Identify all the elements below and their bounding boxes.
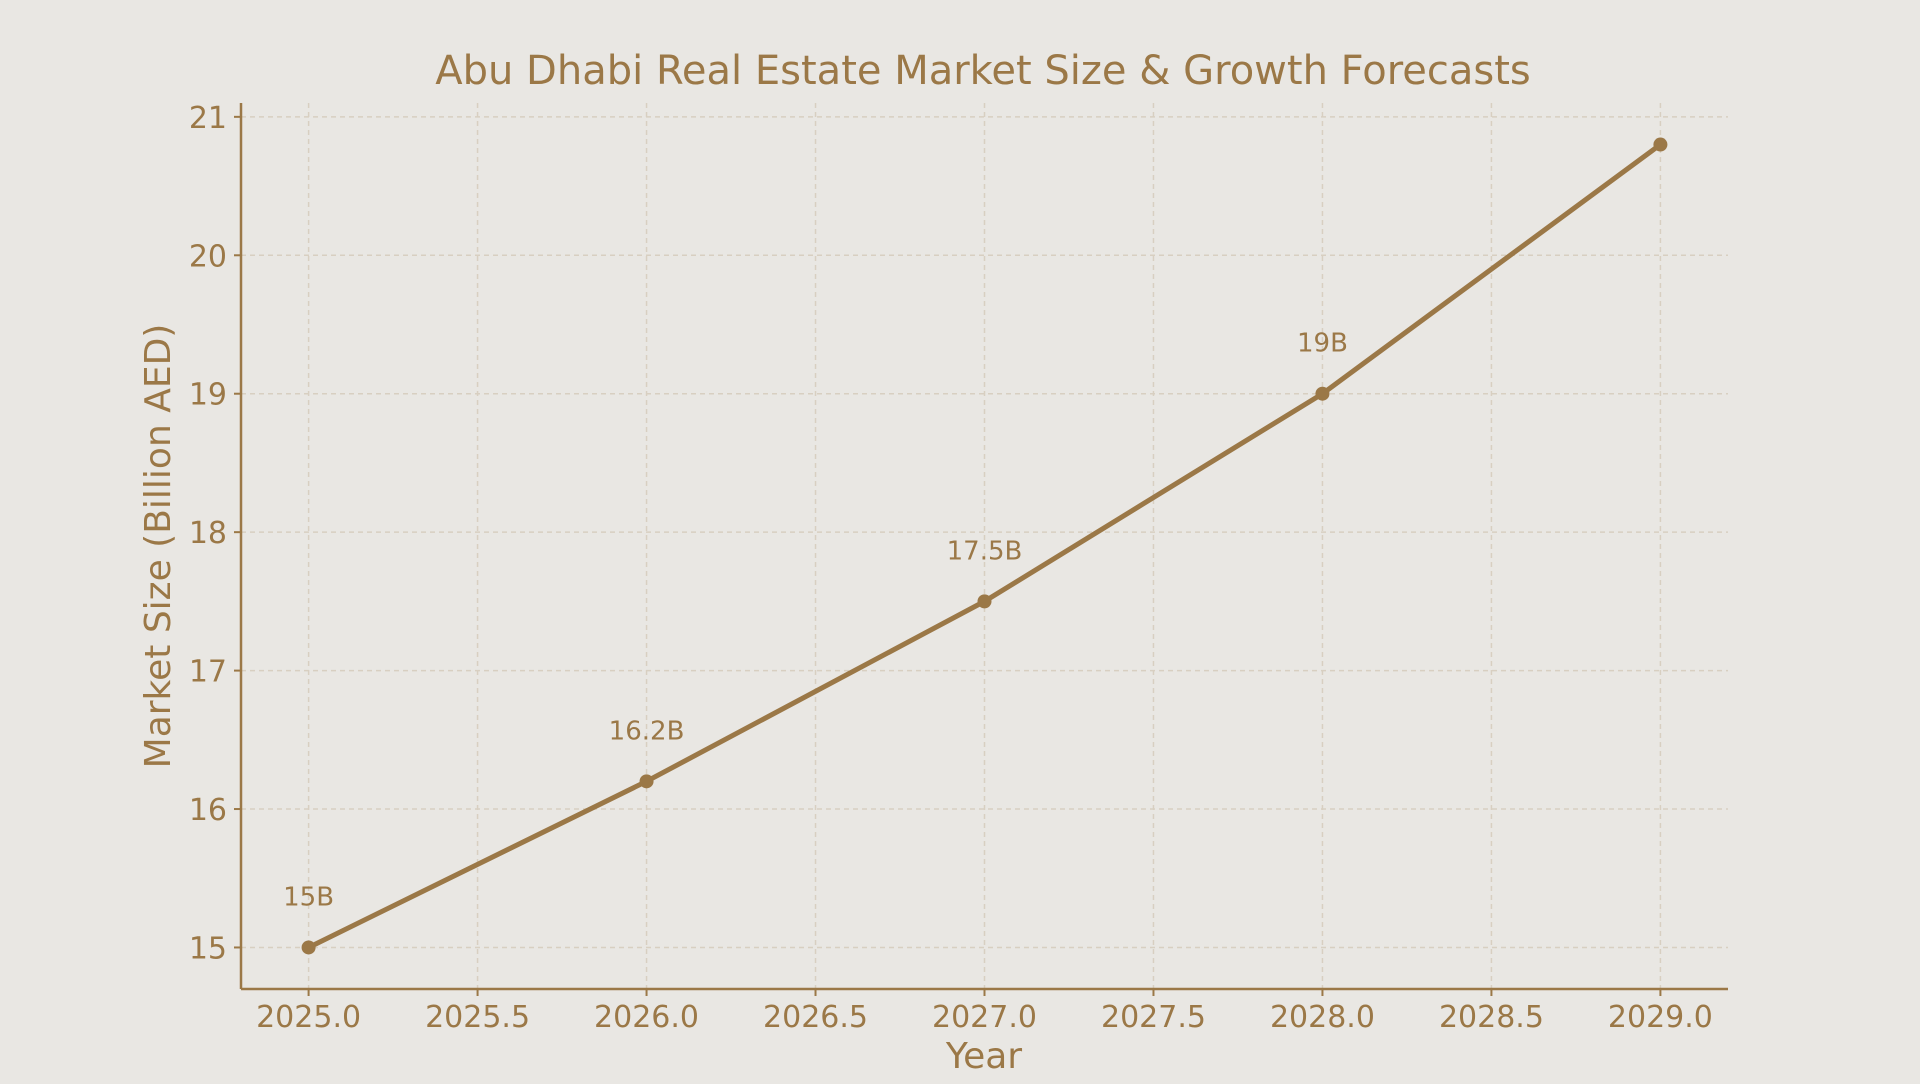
x-tick-label: 2026.0 [594, 1000, 699, 1035]
data-label: 19B [1297, 329, 1348, 359]
y-tick-label: 19 [189, 378, 227, 413]
x-tick-label: 2027.0 [932, 1000, 1037, 1035]
x-tick-label: 2029.0 [1608, 1000, 1713, 1035]
data-point [301, 940, 316, 955]
tick-labels: 2025.0 2025.5 2026.0 2026.5 2027.0 2027.5 2028… [189, 101, 1713, 1035]
x-tick-label: 2028.0 [1270, 1000, 1375, 1035]
x-tick-label: 2028.5 [1439, 1000, 1544, 1035]
data-label: 15B [283, 882, 334, 912]
chart-title: Abu Dhabi Real Estate Market Size & Grow… [435, 48, 1531, 94]
x-tick-label: 2026.5 [763, 1000, 868, 1035]
y-tick-label: 17 [189, 655, 227, 690]
x-axis-label: Year [945, 1036, 1022, 1077]
y-tick-label: 18 [189, 516, 227, 551]
data-point [1653, 137, 1668, 152]
x-tick-label: 2025.0 [256, 1000, 361, 1035]
data-point [639, 774, 654, 789]
y-tick-label: 20 [189, 239, 227, 274]
data-label: 16.2B [609, 716, 685, 746]
data-point [977, 594, 992, 609]
data-labels: 15B 16.2B 17.5B 19B [283, 329, 1348, 913]
x-tick-label: 2025.5 [425, 1000, 530, 1035]
series-layer [301, 137, 1668, 955]
gridlines [241, 103, 1728, 989]
data-point [1315, 386, 1330, 401]
y-tick-label: 15 [189, 931, 227, 966]
data-label: 17.5B [947, 536, 1023, 566]
y-tick-label: 21 [189, 101, 227, 136]
x-tick-label: 2027.5 [1101, 1000, 1206, 1035]
y-tick-label: 16 [189, 793, 227, 828]
y-axis-label: Market Size (Billion AED) [138, 324, 179, 769]
